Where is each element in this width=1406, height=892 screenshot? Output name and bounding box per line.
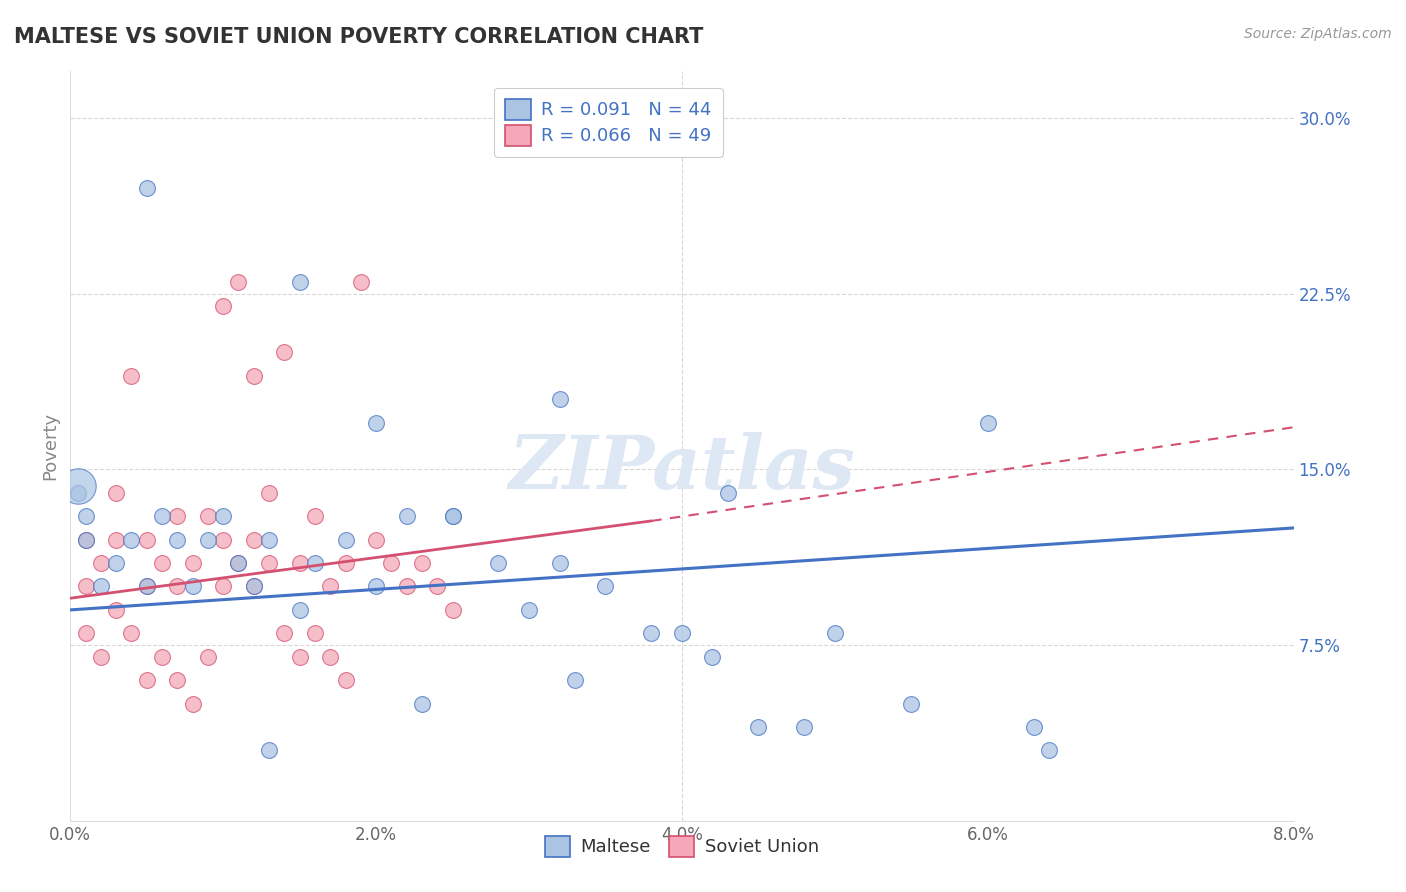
Point <box>135 580 157 594</box>
Point <box>121 368 143 383</box>
Point <box>243 368 266 383</box>
Point <box>135 181 157 195</box>
Point <box>976 416 998 430</box>
Point <box>228 275 250 289</box>
Point <box>595 580 617 594</box>
Point <box>228 556 250 570</box>
Point <box>350 275 373 289</box>
Point <box>166 509 188 524</box>
Point <box>197 649 219 664</box>
Point <box>900 697 922 711</box>
Point <box>548 392 571 407</box>
Point <box>517 603 540 617</box>
Point <box>288 275 311 289</box>
Point <box>824 626 846 640</box>
Point <box>75 580 97 594</box>
Point <box>166 673 188 688</box>
Point <box>212 533 235 547</box>
Point <box>319 649 342 664</box>
Point <box>366 533 388 547</box>
Point <box>273 626 295 640</box>
Point <box>671 626 693 640</box>
Point <box>1038 743 1060 757</box>
Point <box>105 556 128 570</box>
Point <box>243 533 266 547</box>
Point <box>366 416 388 430</box>
Point <box>747 720 769 734</box>
Y-axis label: Poverty: Poverty <box>41 412 59 480</box>
Point <box>304 626 326 640</box>
Point <box>75 533 97 547</box>
Point <box>197 533 219 547</box>
Point <box>288 556 311 570</box>
Text: MALTESE VS SOVIET UNION POVERTY CORRELATION CHART: MALTESE VS SOVIET UNION POVERTY CORRELAT… <box>14 27 703 46</box>
Point <box>121 533 143 547</box>
Point <box>212 580 235 594</box>
Point <box>105 533 128 547</box>
Point <box>366 580 388 594</box>
Point <box>335 673 357 688</box>
Text: ZIPatlas: ZIPatlas <box>509 433 855 505</box>
Point <box>66 485 89 500</box>
Point <box>181 556 204 570</box>
Point <box>319 580 342 594</box>
Point <box>181 580 204 594</box>
Point <box>717 485 740 500</box>
Point <box>243 580 266 594</box>
Point <box>75 533 97 547</box>
Point <box>702 649 724 664</box>
Point <box>304 509 326 524</box>
Point <box>793 720 815 734</box>
Point <box>411 556 433 570</box>
Point <box>426 580 449 594</box>
Point <box>135 533 157 547</box>
Point <box>243 580 266 594</box>
Point <box>121 626 143 640</box>
Point <box>441 603 464 617</box>
Point <box>1022 720 1045 734</box>
Point <box>257 485 280 500</box>
Point <box>273 345 295 359</box>
Point <box>288 603 311 617</box>
Point <box>395 580 418 594</box>
Point <box>90 580 112 594</box>
Point <box>212 509 235 524</box>
Point <box>257 743 280 757</box>
Point <box>166 580 188 594</box>
Point <box>441 509 464 524</box>
Point <box>212 298 235 313</box>
Point <box>335 556 357 570</box>
Point <box>640 626 662 640</box>
Point <box>564 673 586 688</box>
Point <box>150 649 173 664</box>
Point <box>257 533 280 547</box>
Point <box>288 649 311 664</box>
Point <box>135 580 157 594</box>
Point <box>257 556 280 570</box>
Point <box>135 673 157 688</box>
Point <box>105 485 128 500</box>
Point <box>105 603 128 617</box>
Point <box>150 556 173 570</box>
Point <box>228 556 250 570</box>
Point <box>395 509 418 524</box>
Point <box>335 533 357 547</box>
Point <box>90 556 112 570</box>
Point <box>441 509 464 524</box>
Text: Source: ZipAtlas.com: Source: ZipAtlas.com <box>1244 27 1392 41</box>
Point <box>488 556 510 570</box>
Point <box>166 533 188 547</box>
Point <box>380 556 402 570</box>
Legend: Maltese, Soviet Union: Maltese, Soviet Union <box>537 829 827 864</box>
Point <box>75 626 97 640</box>
Point <box>75 509 97 524</box>
Point <box>548 556 571 570</box>
Point <box>150 509 173 524</box>
Point <box>66 479 89 493</box>
Point <box>197 509 219 524</box>
Point <box>90 649 112 664</box>
Point <box>411 697 433 711</box>
Point <box>304 556 326 570</box>
Point <box>181 697 204 711</box>
